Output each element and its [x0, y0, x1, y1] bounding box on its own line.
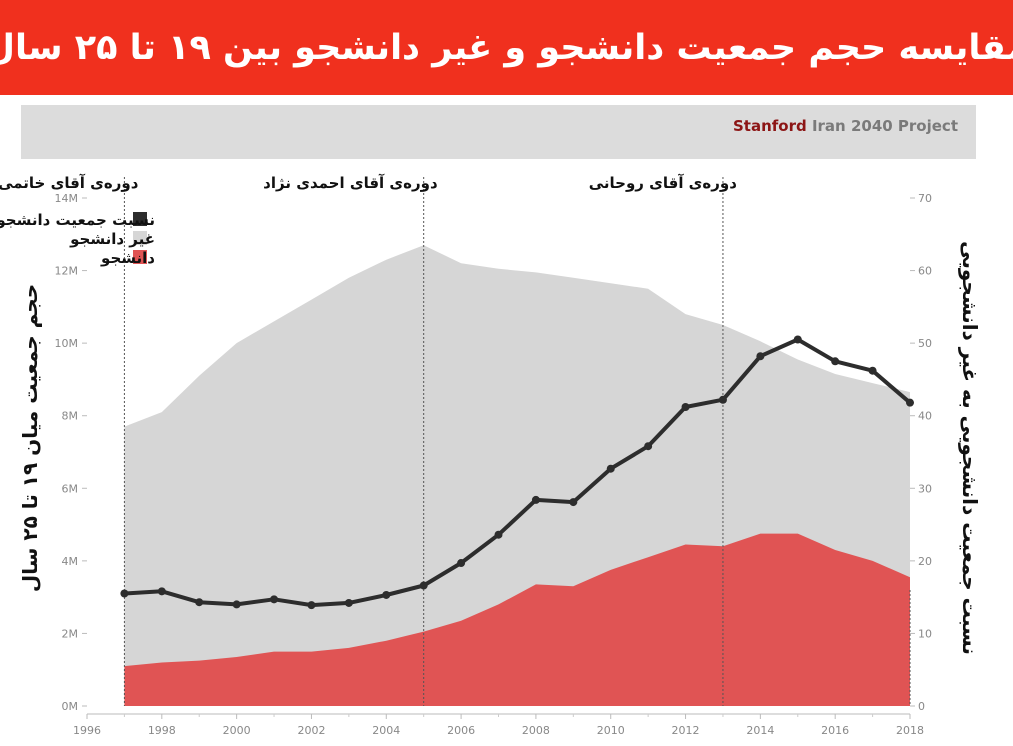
ratio-point	[195, 598, 204, 607]
ratio-point	[644, 442, 653, 451]
page-title: مقایسه حجم جمعیت دانشجو و غیر دانشجو بین…	[0, 27, 1013, 68]
ratio-point	[868, 366, 877, 375]
y-tick-label-left: 12M	[55, 265, 79, 278]
y-tick-label-right: 50	[918, 337, 932, 350]
ratio-point	[157, 587, 166, 596]
legend-label-nonstudent: غیر دانشجو	[69, 230, 155, 248]
y-tick-label-right: 40	[918, 410, 932, 423]
y-tick-label-right: 60	[918, 265, 932, 278]
x-tick-label: 2016	[821, 724, 849, 737]
source-project: Iran 2040 Project	[806, 117, 958, 135]
ratio-point	[419, 581, 428, 590]
ratio-point	[793, 335, 802, 344]
y-tick-label-left: 10M	[55, 337, 79, 350]
x-tick-label: 2008	[522, 724, 550, 737]
legend-swatch-ratio	[133, 212, 147, 226]
y-tick-label-left: 6M	[62, 482, 79, 495]
ratio-point	[718, 395, 727, 404]
ratio-point	[906, 398, 914, 407]
y-tick-label-left: 2M	[62, 627, 79, 640]
ratio-point	[232, 600, 241, 609]
x-tick-label: 2006	[447, 724, 475, 737]
x-tick-label: 2010	[597, 724, 625, 737]
y-tick-label-right: 70	[918, 192, 932, 205]
period-label: دوره‌ی آقای خاتمی	[0, 174, 139, 192]
legend-swatch-student	[133, 250, 147, 264]
student-area	[124, 533, 910, 706]
y-tick-label-right: 10	[918, 627, 932, 640]
y-axis-title-right: نسبت جمعیت دانشجویی به غیر دانشجویی	[958, 241, 982, 655]
x-tick-label: 2012	[672, 724, 700, 737]
x-tick-label: 2014	[746, 724, 774, 737]
legend-swatch-nonstudent	[133, 231, 147, 245]
y-tick-label-left: 14M	[55, 192, 79, 205]
ratio-point	[307, 601, 316, 610]
ratio-point	[270, 595, 279, 604]
x-tick-label: 2018	[896, 724, 924, 737]
title-banner: مقایسه حجم جمعیت دانشجو و غیر دانشجو بین…	[0, 0, 1013, 95]
x-tick-label: 2000	[223, 724, 251, 737]
legend-label-student: دانشجو	[100, 249, 155, 267]
y-tick-label-right: 20	[918, 555, 932, 568]
ratio-point	[457, 559, 466, 568]
ratio-point	[681, 403, 690, 412]
ratio-point	[382, 590, 391, 599]
source-credit: Stanford Iran 2040 Project	[733, 117, 958, 135]
x-tick-label: 2002	[297, 724, 325, 737]
period-label: دوره‌ی آقای روحانی	[589, 174, 738, 192]
y-tick-label-right: 30	[918, 482, 932, 495]
ratio-line	[124, 337, 912, 608]
y-tick-label-right: 0	[918, 700, 925, 713]
source-bar: Stanford Iran 2040 Project	[21, 105, 976, 159]
y-tick-label-left: 0M	[62, 700, 79, 713]
ratio-point	[494, 530, 503, 539]
period-label: دوره‌ی آقای احمدی نژاد	[263, 174, 438, 192]
ratio-point	[831, 357, 840, 366]
ratio-point	[569, 498, 578, 507]
x-tick-label: 1996	[73, 724, 101, 737]
ratio-point	[531, 495, 540, 504]
source-brand: Stanford	[732, 117, 807, 135]
ratio-point	[344, 598, 353, 607]
legend-label-ratio: نسبت جمعیت دانشجویی به غیر دانشجویی در ب…	[0, 211, 155, 229]
ratio-point	[756, 352, 765, 361]
x-tick-label: 2004	[372, 724, 400, 737]
ratio-point	[120, 589, 129, 598]
ratio-point	[606, 464, 615, 473]
y-tick-label-left: 8M	[62, 410, 79, 423]
y-axis-title-left: حجم جمعیت میان ۱۹ تا ۲۵ سال	[18, 283, 42, 593]
x-tick-label: 1998	[148, 724, 176, 737]
y-tick-label-left: 4M	[62, 555, 79, 568]
